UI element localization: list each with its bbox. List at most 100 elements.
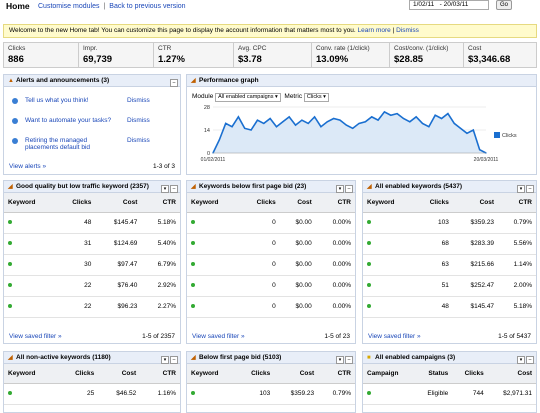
welcome-banner: Welcome to the new Home tab! You can cus… [3, 24, 537, 38]
view-saved-filter-link[interactable]: View saved filter » [192, 333, 245, 340]
data-point [225, 122, 227, 125]
table-row[interactable]: 103 $359.23 0.79% [363, 212, 536, 234]
learn-more-link[interactable]: Learn more [357, 27, 391, 34]
alert-link[interactable]: Want to automate your tasks? [25, 117, 112, 124]
table-row[interactable]: 0 $0.00 0.00% [187, 275, 355, 297]
table-header-row: Keyword Clicks Cost CTR [4, 364, 180, 384]
table-row[interactable]: 48 $145.47 5.18% [4, 212, 180, 234]
table-cell: 6.79% [141, 254, 180, 276]
module-dropdown[interactable]: All enabled campaigns ▾ [215, 93, 281, 102]
column-header[interactable]: Clicks [452, 364, 488, 384]
column-header[interactable]: Keyword [187, 193, 240, 213]
table-row[interactable]: 0 $0.00 0.00% [187, 296, 355, 318]
dismiss-link[interactable]: Dismiss [127, 137, 150, 144]
status-cell [363, 233, 414, 255]
column-header[interactable]: CTR [318, 364, 355, 384]
table-row[interactable]: 31 $124.69 5.40% [4, 233, 180, 255]
metric-dropdown[interactable]: Clicks ▾ [303, 93, 329, 102]
keyword-table-panel: ◢ Below first page bid (5103) ▾ – Keyword Cl… [186, 351, 356, 413]
table-row[interactable]: 30 $97.47 6.79% [4, 254, 180, 276]
table-cell: $0.00 [279, 296, 316, 318]
stat-cost-per-conv: Cost/conv. (1/click) $28.85 [390, 43, 464, 67]
table-cell: 0.00% [315, 212, 355, 234]
minimize-button[interactable]: – [170, 356, 178, 364]
view-saved-filter-link[interactable]: View saved filter » [368, 333, 421, 340]
column-header[interactable]: Cost [279, 193, 316, 213]
table-cell: 25 [57, 383, 99, 405]
table-row[interactable]: 0 $0.00 0.00% [187, 233, 355, 255]
status-dot-icon [191, 262, 195, 266]
column-header[interactable]: Keyword [4, 193, 56, 213]
dismiss-link[interactable]: Dismiss [127, 97, 150, 104]
dropdown-button[interactable]: ▾ [336, 356, 344, 364]
column-header[interactable]: CTR [498, 193, 536, 213]
status-dot-icon [367, 304, 371, 308]
table-cell: 48 [413, 296, 453, 318]
table-row[interactable]: 48 $145.47 5.18% [363, 296, 536, 318]
column-header[interactable]: CTR [141, 193, 180, 213]
alert-link[interactable]: Tell us what you think! [25, 97, 89, 104]
minimize-button[interactable]: – [526, 356, 534, 364]
dropdown-button[interactable]: ▾ [161, 356, 169, 364]
table-row[interactable]: 51 $252.47 2.00% [363, 275, 536, 297]
data-point [275, 126, 278, 128]
column-header[interactable]: CTR [315, 193, 355, 213]
minimize-button[interactable]: – [345, 356, 353, 364]
status-dot-icon [8, 304, 12, 308]
welcome-text: Welcome to the new Home tab! You can cus… [9, 27, 356, 34]
view-alerts-link[interactable]: View alerts » [9, 163, 47, 170]
back-to-previous-link[interactable]: Back to previous version [109, 3, 186, 10]
table-row[interactable]: 22 $76.40 2.92% [4, 275, 180, 297]
table-row[interactable]: 63 $215.66 1.14% [363, 254, 536, 276]
customise-modules-link[interactable]: Customise modules [38, 3, 100, 10]
table-cell: 31 [55, 233, 96, 255]
table-header-row: Keyword Clicks Cost CTR [187, 193, 355, 213]
column-header[interactable]: Cost [452, 193, 499, 213]
status-cell [4, 383, 58, 405]
column-header[interactable]: Clicks [413, 193, 453, 213]
stat-value: $3.78 [238, 54, 262, 65]
column-header[interactable]: Clicks [55, 193, 96, 213]
minimize-button[interactable]: – [170, 185, 178, 193]
column-header[interactable]: Cost [98, 364, 141, 384]
column-header[interactable]: Cost [95, 193, 142, 213]
table-row[interactable]: 22 $96.23 2.27% [4, 296, 180, 318]
date-range-picker[interactable]: 1/02/11 - 20/03/11 [409, 0, 489, 10]
minimize-button[interactable]: – [345, 185, 353, 193]
column-header[interactable]: Keyword [4, 364, 58, 384]
stat-value: 886 [8, 54, 24, 65]
go-button[interactable]: Go [496, 0, 512, 10]
table-header: ◢ Below first page bid (5103) ▾ – [187, 352, 355, 364]
dropdown-button[interactable]: ▾ [161, 185, 169, 193]
data-table: Keyword Clicks Cost CTR 0 $0.00 0.00% 0 $0.00 0.0… [187, 193, 355, 318]
column-header[interactable]: Keyword [363, 193, 414, 213]
table-row[interactable]: 0 $0.00 0.00% [187, 212, 355, 234]
dropdown-button[interactable]: ▾ [336, 185, 344, 193]
dropdown-button[interactable]: ▾ [517, 185, 525, 193]
dropdown-button[interactable]: ▾ [517, 356, 525, 364]
status-cell [4, 212, 56, 234]
dismiss-link[interactable]: Dismiss [127, 117, 150, 124]
column-header[interactable]: Campaign [363, 364, 415, 384]
dismiss-welcome-link[interactable]: Dismiss [396, 27, 419, 34]
table-row[interactable]: 25 $46.52 1.16% [4, 383, 180, 405]
column-header[interactable]: Keyword [187, 364, 237, 384]
column-header[interactable]: Cost [487, 364, 536, 384]
table-row[interactable]: 0 $0.00 0.00% [187, 254, 355, 276]
column-header[interactable]: Clicks [57, 364, 99, 384]
table-row[interactable]: 68 $283.39 5.56% [363, 233, 536, 255]
column-header[interactable]: Status [414, 364, 453, 384]
column-header[interactable]: Clicks [236, 364, 275, 384]
table-row[interactable]: 103 $359.23 0.79% [187, 383, 355, 405]
column-header[interactable]: Clicks [239, 193, 280, 213]
alert-link[interactable]: Retiring the managed placements default … [25, 137, 91, 151]
table-row[interactable]: Eligible 744 $2,971.31 [363, 383, 536, 405]
minimize-button[interactable]: – [170, 79, 178, 87]
view-saved-filter-link[interactable]: View saved filter » [9, 333, 62, 340]
column-header[interactable]: Cost [274, 364, 319, 384]
minimize-button[interactable]: – [526, 185, 534, 193]
status-dot-icon [8, 283, 12, 287]
status-dot-icon [367, 241, 371, 245]
column-header[interactable]: CTR [140, 364, 180, 384]
table-header-row: Keyword Clicks Cost CTR [187, 364, 355, 384]
